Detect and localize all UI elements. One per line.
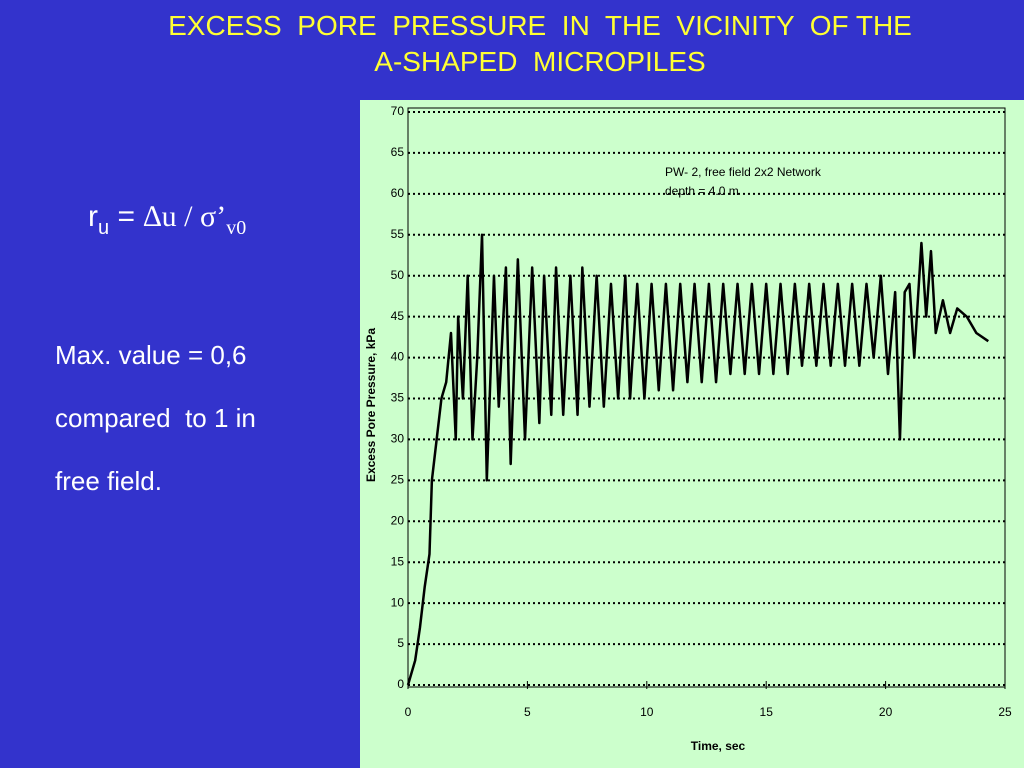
chart: Time, sec Excess Pore Pressure, kPa PW- … bbox=[360, 100, 1024, 768]
y-tick-label: 70 bbox=[391, 104, 405, 118]
x-tick-label: 15 bbox=[760, 705, 774, 719]
formula-part: ∆u / σ’ bbox=[143, 200, 227, 233]
y-tick-label: 50 bbox=[391, 268, 405, 282]
y-tick-label: 0 bbox=[397, 677, 404, 691]
y-tick-label: 55 bbox=[391, 227, 405, 241]
y-tick-label: 65 bbox=[391, 145, 405, 159]
data-line bbox=[406, 233, 989, 686]
y-tick-label: 25 bbox=[391, 473, 405, 487]
formula-sub: u bbox=[98, 217, 110, 239]
slide-title: EXCESS PORE PRESSURE IN THE VICINITY OF … bbox=[60, 8, 1020, 80]
y-tick-label: 5 bbox=[397, 636, 404, 650]
y-tick-label: 35 bbox=[391, 391, 405, 405]
y-tick-label: 20 bbox=[391, 513, 405, 527]
y-tick-label: 10 bbox=[391, 595, 405, 609]
formula-part: = bbox=[109, 200, 144, 233]
formula-sub: v0 bbox=[226, 217, 247, 239]
y-tick-label: 45 bbox=[391, 309, 405, 323]
x-tick-label: 10 bbox=[640, 705, 654, 719]
x-tick-label: 0 bbox=[405, 705, 412, 719]
chart-background bbox=[360, 100, 1024, 768]
y-tick-label: 40 bbox=[391, 350, 405, 364]
formula-part: r bbox=[88, 200, 98, 233]
y-tick-label: 30 bbox=[391, 432, 405, 446]
note: free field. bbox=[55, 466, 162, 496]
note: Max. value = 0,6 bbox=[55, 340, 247, 370]
y-tick-label: 60 bbox=[391, 186, 405, 200]
y-tick-label: 15 bbox=[391, 554, 405, 568]
x-tick-label: 20 bbox=[879, 705, 893, 719]
x-axis-label: Time, sec bbox=[691, 739, 746, 753]
title-line: EXCESS PORE PRESSURE IN THE VICINITY OF … bbox=[168, 10, 912, 41]
x-tick-label: 5 bbox=[524, 705, 531, 719]
x-tick-label: 25 bbox=[998, 705, 1012, 719]
note: compared to 1 in bbox=[55, 403, 256, 433]
formula: ru = ∆u / σ’v0 bbox=[88, 200, 246, 239]
title-line: A-SHAPED MICROPILES bbox=[374, 46, 706, 77]
annotation: depth = 4.0 m bbox=[665, 184, 739, 198]
annotation: PW- 2, free field 2x2 Network bbox=[665, 165, 822, 179]
y-axis-label: Excess Pore Pressure, kPa bbox=[364, 328, 378, 482]
